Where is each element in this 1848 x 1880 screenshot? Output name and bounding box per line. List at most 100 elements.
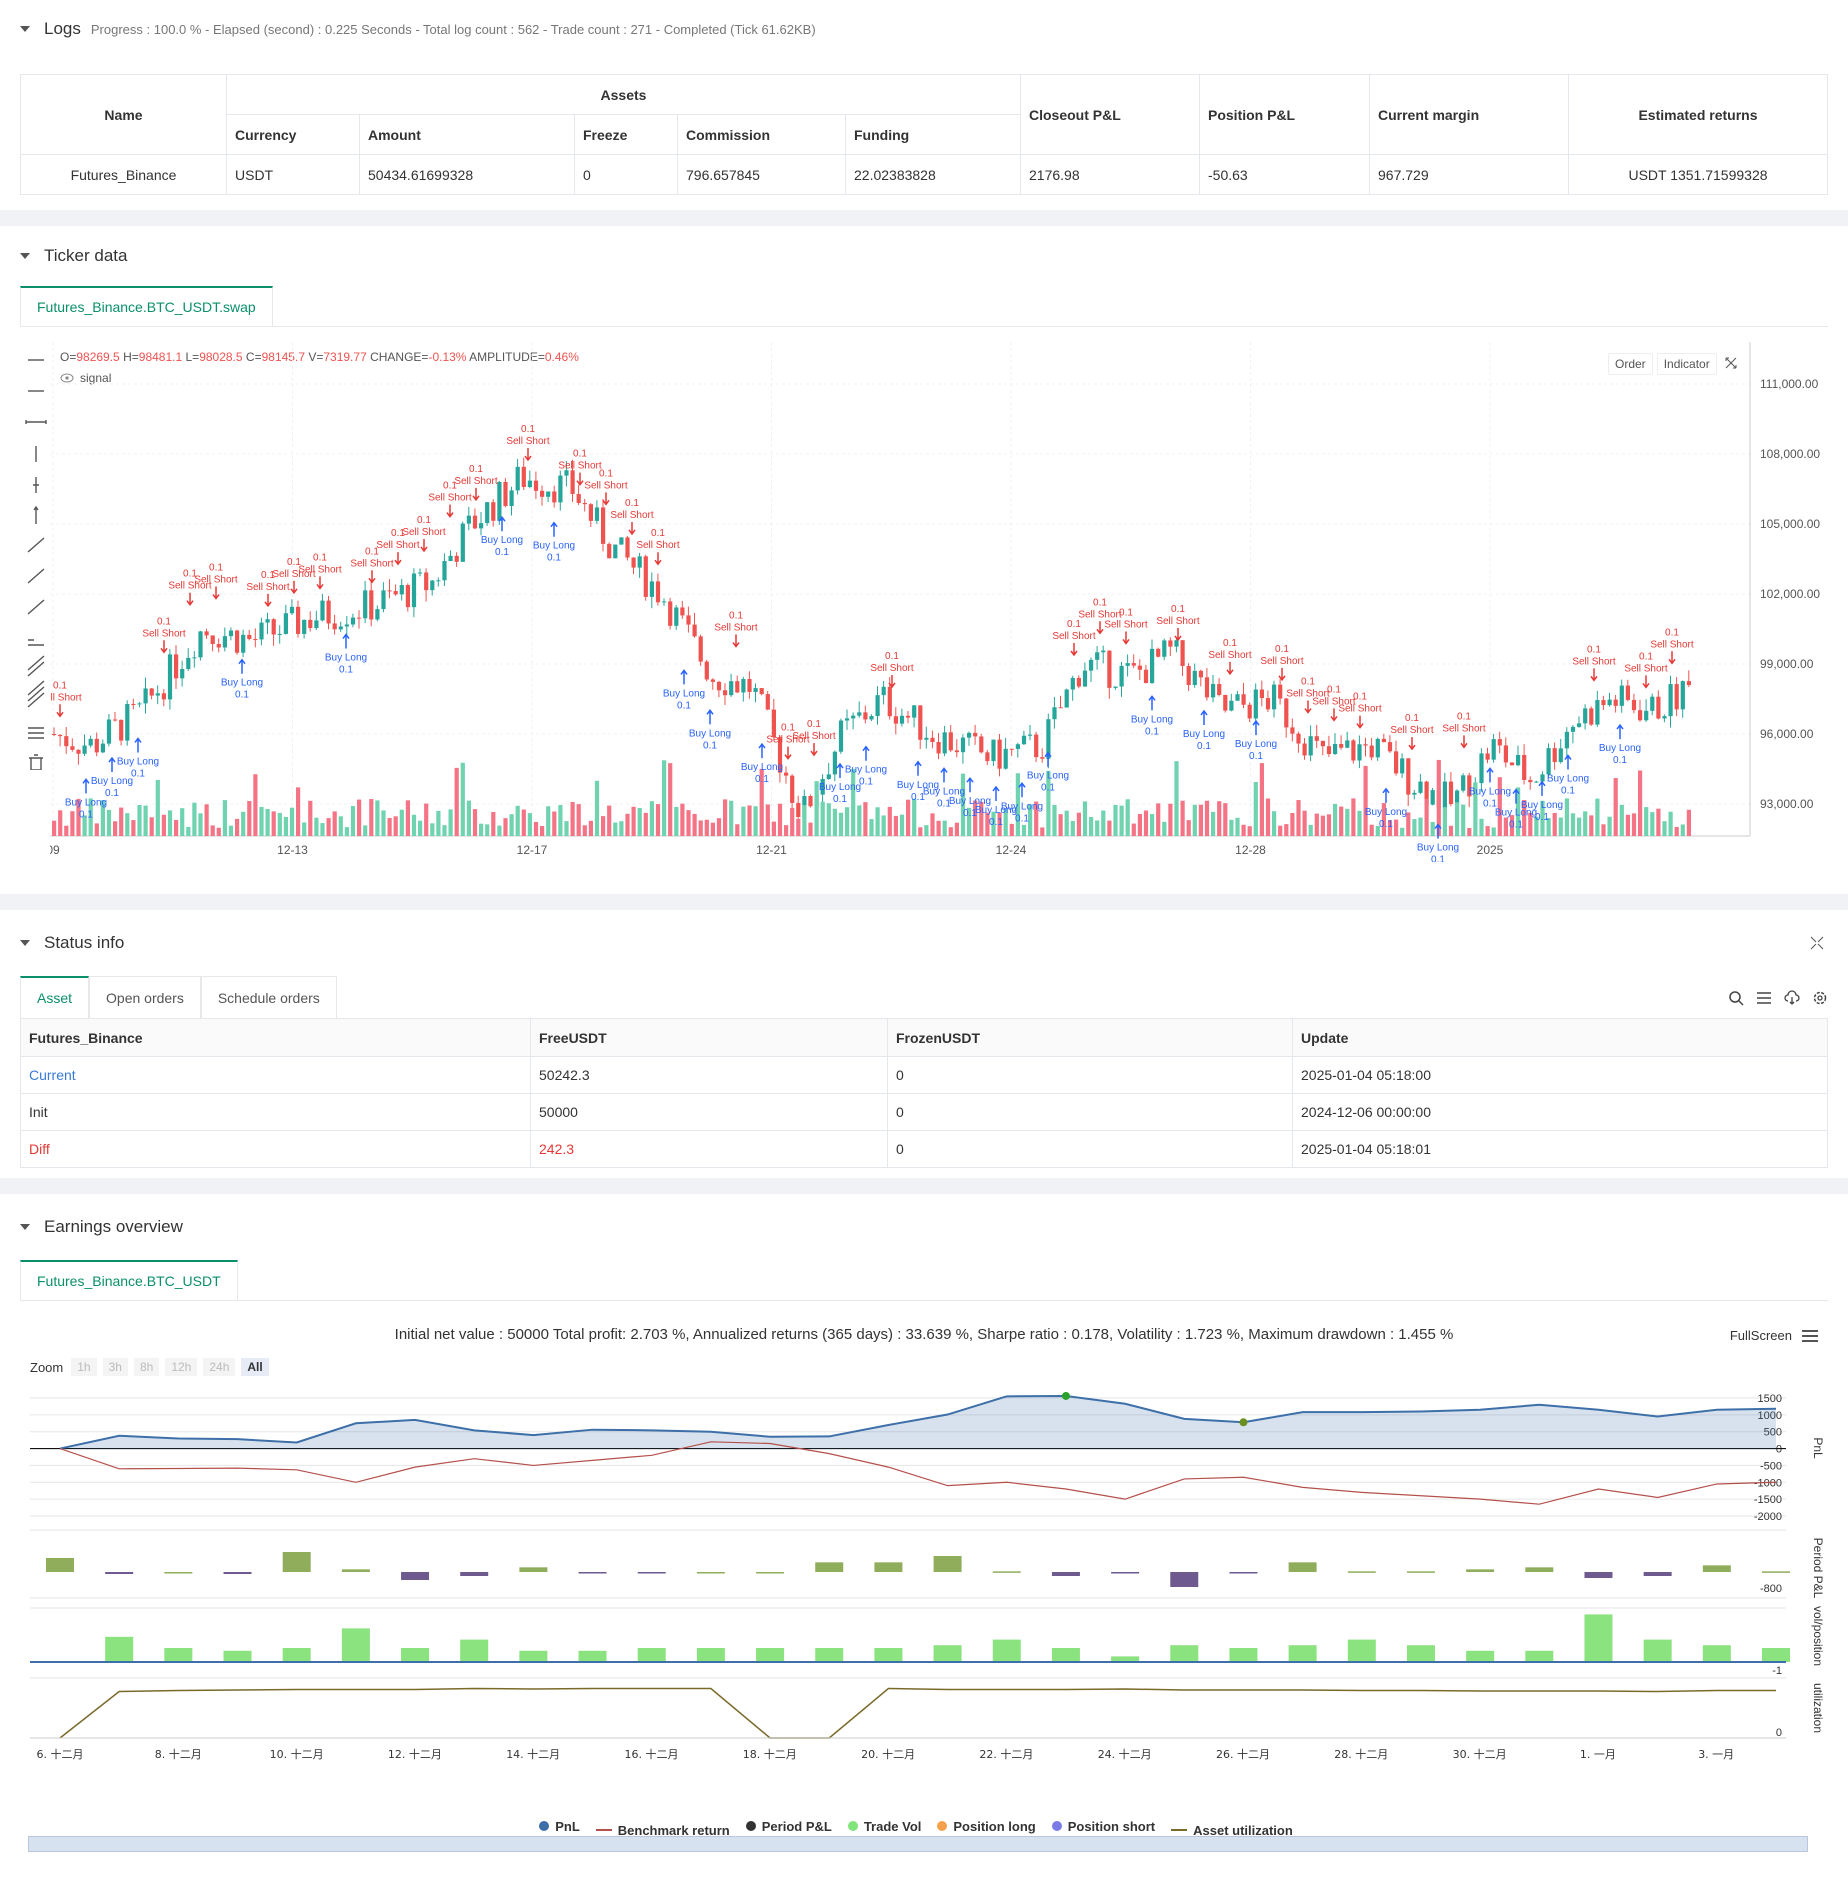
volume-bar <box>1461 804 1466 836</box>
volume-bar <box>1345 808 1350 836</box>
volume-bar <box>1467 827 1472 836</box>
logs-header[interactable]: Logs Progress : 100.0 % - Elapsed (secon… <box>0 0 1848 58</box>
volume-bar <box>814 781 819 836</box>
legend-label: Benchmark return <box>617 1822 730 1838</box>
candle-body <box>1552 748 1557 763</box>
period-pl-bar <box>756 1572 785 1574</box>
sell-arrow-icon <box>576 472 584 486</box>
legend-item[interactable]: Position short <box>1051 1819 1155 1834</box>
indicator-button[interactable]: Indicator <box>1656 353 1717 375</box>
candle-body <box>1412 792 1417 795</box>
candle-body <box>668 601 673 626</box>
volume-bar <box>106 809 112 836</box>
period-pl-bar <box>933 1556 962 1572</box>
collapse-caret-icon[interactable] <box>20 1224 30 1230</box>
zoom-24h-button[interactable]: 24h <box>203 1358 236 1376</box>
volume-bar <box>832 808 837 836</box>
candle-body <box>466 515 471 524</box>
candle-body <box>1516 754 1521 766</box>
sell-arrow-icon <box>1070 642 1078 657</box>
tab-btc-usdt[interactable]: Futures_Binance.BTC_USDT <box>20 1260 238 1300</box>
expand-icon[interactable] <box>1721 353 1741 373</box>
volume-bar <box>405 800 410 836</box>
tab-btc-usdt-swap[interactable]: Futures_Binance.BTC_USDT.swap <box>20 286 273 326</box>
legend-item[interactable]: Asset utilization <box>1171 1823 1293 1838</box>
candle-body <box>625 537 630 558</box>
cloud-download-icon[interactable] <box>1784 990 1800 1006</box>
candle-body <box>979 736 984 753</box>
buy-long-label: Buy Long <box>923 786 965 797</box>
earnings-chart[interactable]: 1500 1000 500 0 -500 -1000 -1500 -2000 -800 -1 0 Pn… <box>0 1388 1848 1838</box>
volume-bar <box>411 814 417 836</box>
status-header[interactable]: Status info <box>0 910 1848 976</box>
candle-body <box>698 636 703 662</box>
volume-bar <box>363 825 368 836</box>
zoom-8h-button[interactable]: 8h <box>133 1358 160 1376</box>
volume-bar <box>1150 814 1155 836</box>
legend-item[interactable]: Benchmark return <box>595 1822 730 1838</box>
fullscreen-button[interactable]: FullScreen <box>1729 1328 1792 1343</box>
buy-qty-label: 0.1 <box>235 690 249 701</box>
volume-bar <box>1003 809 1008 836</box>
zoom-12h-button[interactable]: 12h <box>165 1358 198 1376</box>
candle-body <box>881 686 886 696</box>
zoom-1h-button[interactable]: 1h <box>71 1358 97 1376</box>
cell-closeout: 2176.98 <box>1020 154 1200 195</box>
menu-icon[interactable] <box>1802 1329 1818 1343</box>
zoom-all-button[interactable]: All <box>241 1358 269 1376</box>
volume-bar <box>1058 814 1063 836</box>
tab-asset[interactable]: Asset <box>20 976 90 1018</box>
candle-body <box>1424 781 1429 805</box>
ticker-header[interactable]: Ticker data <box>0 226 1848 286</box>
settings-gear-icon[interactable] <box>1812 990 1828 1006</box>
candle-body <box>259 622 264 640</box>
candle-body <box>540 490 545 497</box>
tab-schedule-orders[interactable]: Schedule orders <box>200 976 337 1018</box>
order-button[interactable]: Order <box>1608 353 1653 375</box>
buy-long-label: Buy Long <box>819 782 861 793</box>
volume-bar <box>546 806 551 836</box>
collapse-caret-icon[interactable] <box>20 940 30 946</box>
pitchfork-tool-icon <box>28 727 44 739</box>
legend-item[interactable]: Trade Vol <box>847 1819 921 1834</box>
collapse-caret-icon[interactable] <box>20 253 30 259</box>
candle-body <box>283 613 288 634</box>
volume-bar <box>1253 781 1258 836</box>
volume-bar <box>1168 803 1173 836</box>
signal-indicator[interactable]: signal <box>60 371 111 385</box>
trade-vol-bar <box>164 1648 193 1662</box>
zoom-3h-button[interactable]: 3h <box>102 1358 128 1376</box>
volume-bar <box>857 805 862 836</box>
drawing-toolbar[interactable] <box>24 350 48 770</box>
row-current-label[interactable]: Current <box>20 1056 531 1094</box>
tab-open-orders[interactable]: Open orders <box>89 976 201 1018</box>
volume-bar <box>1656 808 1661 836</box>
candle-body <box>1137 665 1142 670</box>
search-icon[interactable] <box>1728 990 1744 1006</box>
volume-bar <box>723 799 728 836</box>
cell-update: 2025-01-04 05:18:01 <box>1292 1130 1828 1168</box>
legend-item[interactable]: Period P&L <box>745 1819 832 1834</box>
candle-body <box>503 481 508 507</box>
legend-item[interactable]: PnL <box>539 1819 580 1834</box>
legend-item[interactable]: Position long <box>937 1819 1036 1834</box>
candle-body <box>942 732 947 754</box>
earnings-header[interactable]: Earnings overview <box>0 1194 1848 1260</box>
volume-bar <box>930 813 935 836</box>
volume-bar <box>1613 778 1618 836</box>
volume-bar <box>253 774 258 836</box>
candle-body <box>1052 707 1057 720</box>
candle-body <box>1125 663 1130 666</box>
list-icon[interactable] <box>1756 990 1772 1006</box>
candlestick-chart[interactable]: 111,000.00 108,000.00 105,000.00 102,000.00… <box>50 342 1840 862</box>
eye-icon[interactable] <box>60 373 74 383</box>
col-currency-header: Currency <box>226 114 360 155</box>
collapse-caret-icon[interactable] <box>20 26 30 32</box>
sell-qty-label: 0.1 <box>573 449 587 460</box>
candle-body <box>1150 648 1155 684</box>
candle-body <box>637 556 642 568</box>
volume-bar <box>1577 817 1582 836</box>
volume-bar <box>448 809 453 836</box>
range-navigator[interactable] <box>28 1836 1808 1852</box>
collapse-all-icon[interactable] <box>1810 936 1824 950</box>
